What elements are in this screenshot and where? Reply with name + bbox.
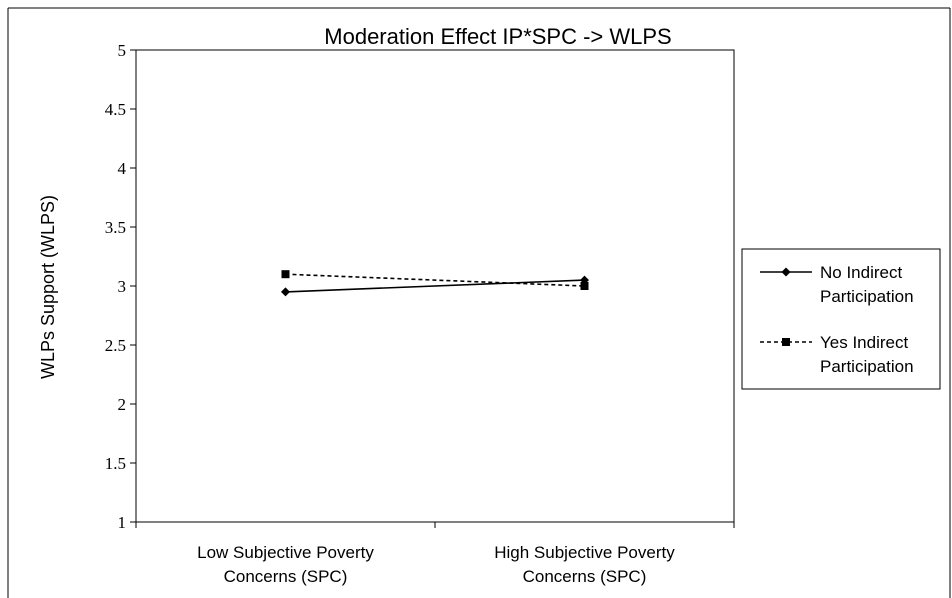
- y-tick-label: 2.5: [105, 336, 126, 355]
- y-tick-label: 3.5: [105, 218, 126, 237]
- legend-label-2: Yes Indirect: [820, 333, 908, 352]
- legend-marker-2: [782, 338, 790, 346]
- legend-label-1: No Indirect: [820, 263, 902, 282]
- series-line-1: [285, 279, 585, 293]
- y-axis-label: WLPs Support (WLPS): [38, 195, 58, 379]
- y-tick-label: 2: [118, 395, 127, 414]
- y-axis-ticks: 1 1.5 2 2.5 3 3.5 4 4.5 5: [105, 41, 136, 532]
- x-axis-ticks: Low Subjective Poverty Concerns (SPC) High…: [135, 522, 735, 586]
- series-1-point: [281, 287, 290, 297]
- series-2-point: [281, 270, 290, 279]
- series-2-point: [580, 282, 589, 290]
- x-tick-label: Concerns (SPC): [224, 567, 348, 586]
- y-tick-label: 4.5: [105, 100, 126, 119]
- y-tick-label: 3: [118, 277, 127, 296]
- legend-label-1: Participation: [820, 287, 914, 306]
- series-line-2: [285, 273, 585, 287]
- series-layer: [281, 270, 589, 297]
- x-tick-label: Low Subjective Poverty: [197, 543, 374, 562]
- x-tick-label: High Subjective Poverty: [494, 543, 675, 562]
- y-tick-label: 1.5: [105, 454, 126, 473]
- legend-label-2: Participation: [820, 357, 914, 376]
- legend: No Indirect Participation Yes Indirect Part…: [760, 263, 914, 376]
- y-tick-label: 5: [118, 41, 127, 60]
- y-tick-label: 1: [118, 513, 127, 532]
- legend-marker-1: [781, 267, 791, 277]
- chart-title: Moderation Effect IP*SPC -> WLPS: [324, 24, 671, 49]
- y-tick-label: 4: [118, 159, 127, 178]
- x-tick-label: Concerns (SPC): [523, 567, 647, 586]
